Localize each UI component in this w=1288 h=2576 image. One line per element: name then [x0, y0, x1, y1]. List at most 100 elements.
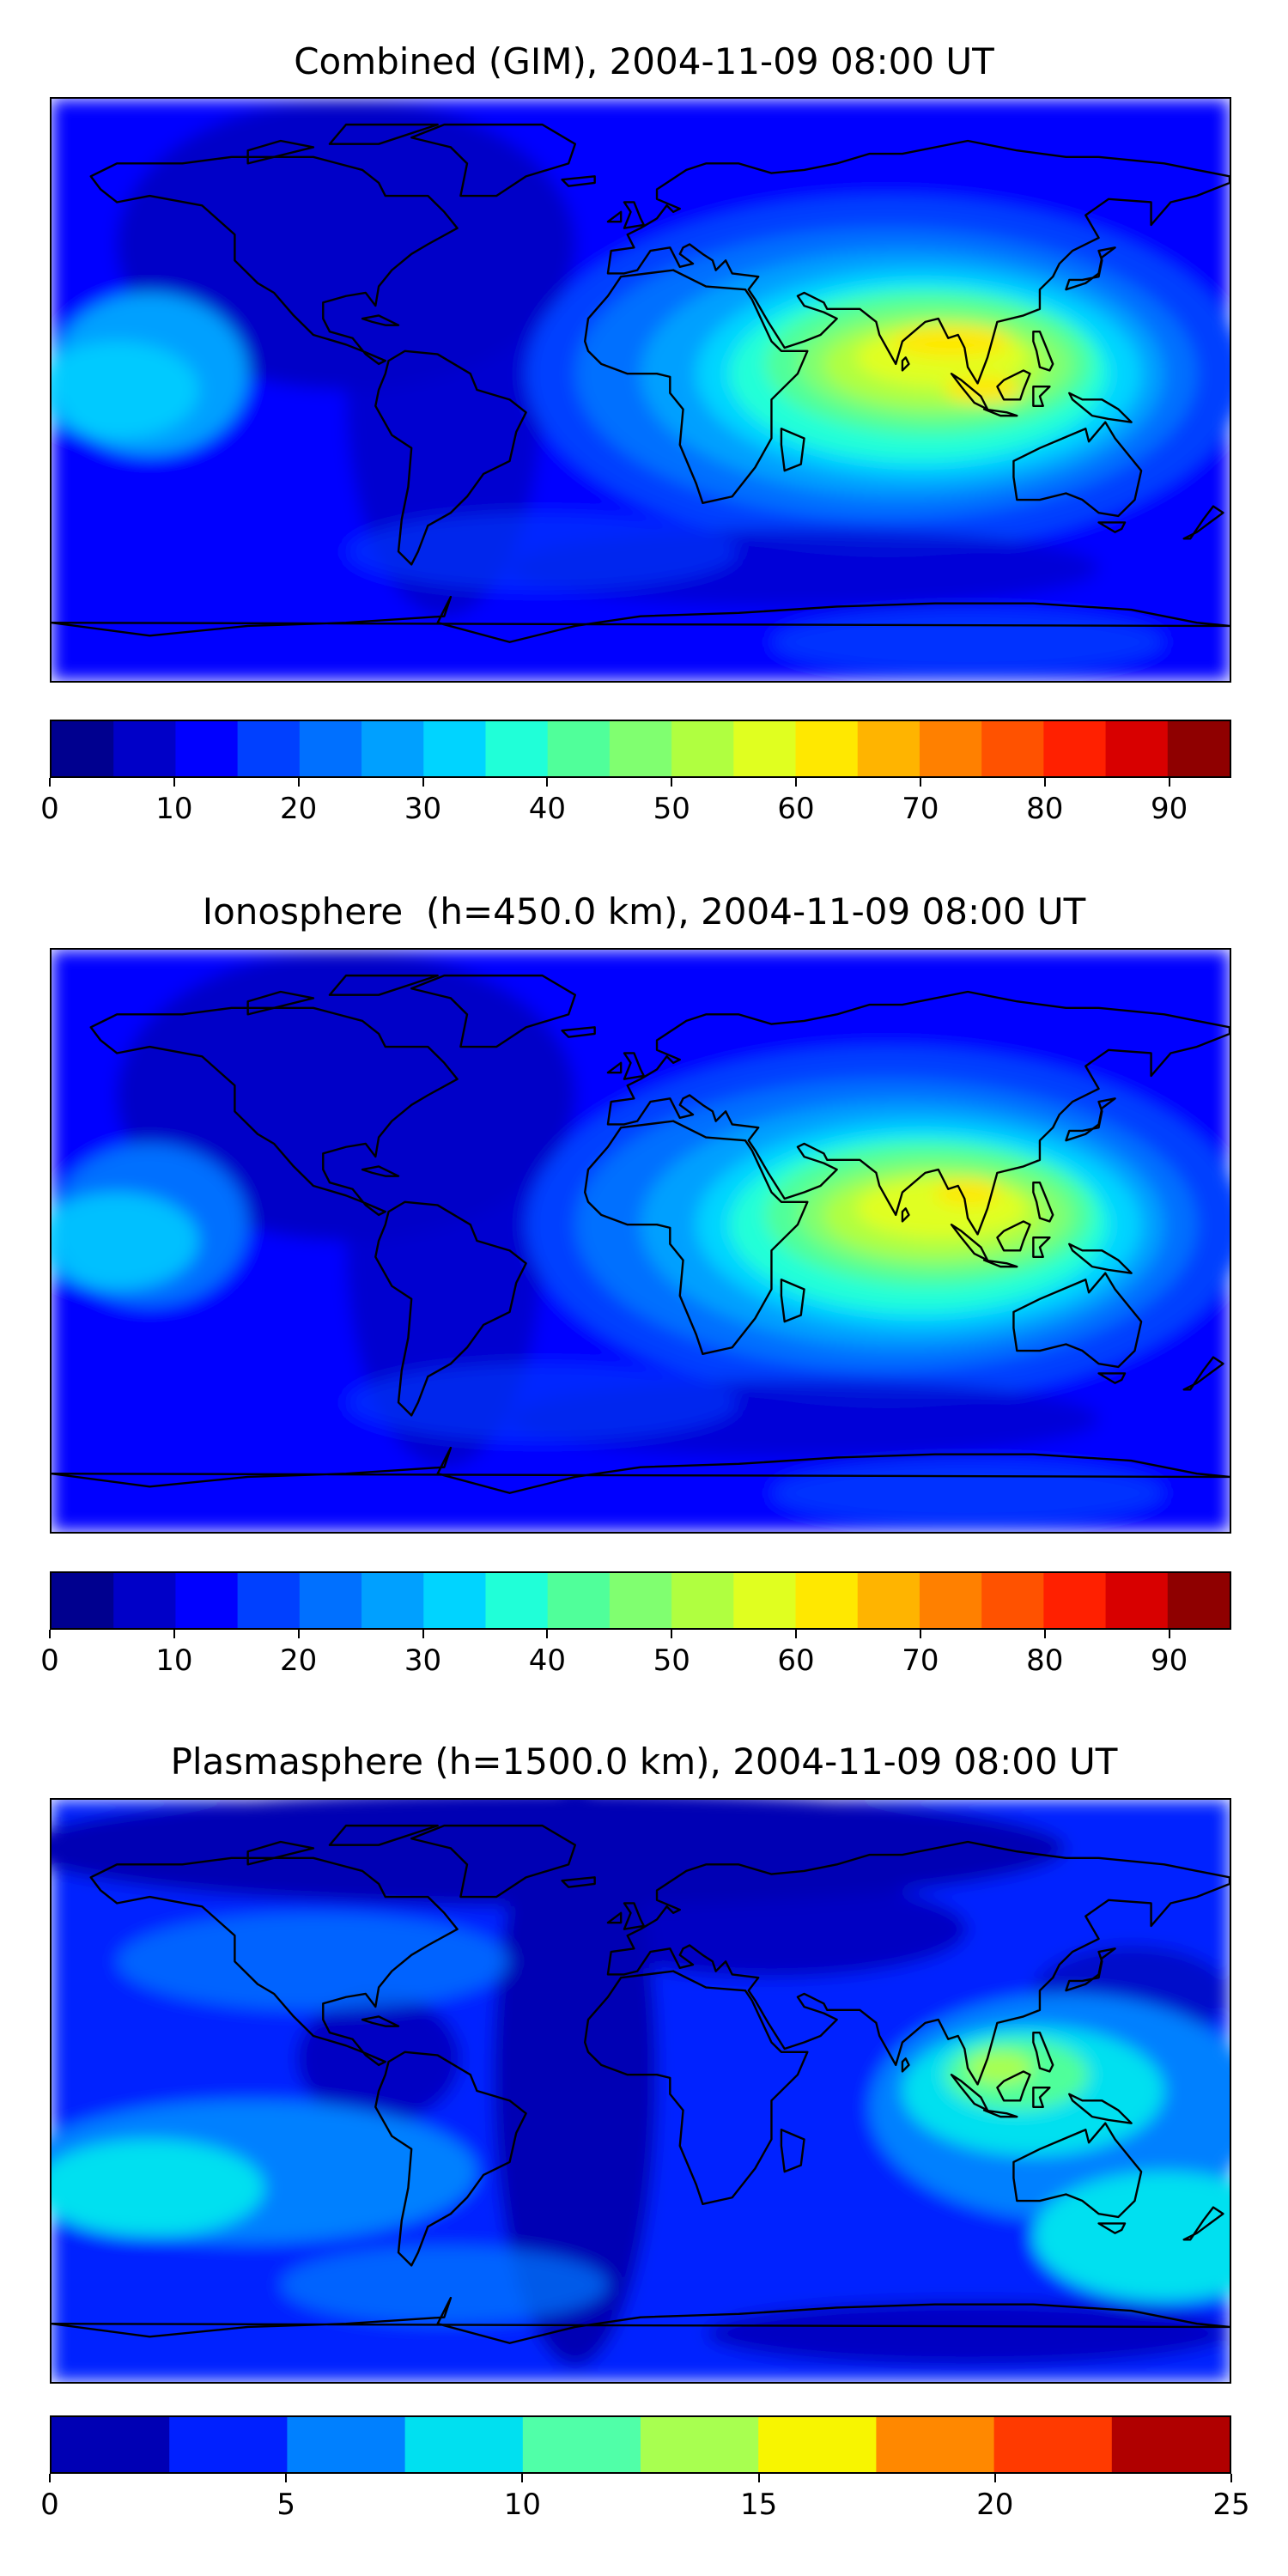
colorbar-segment: [299, 721, 362, 776]
coastline: [374, 349, 527, 566]
coastline: [246, 1840, 315, 1866]
coastline: [996, 1220, 1031, 1252]
colorbar-segment: [795, 1573, 859, 1628]
colorbar-segment: [981, 721, 1044, 776]
coastline: [901, 1207, 910, 1223]
coastline: [1012, 2122, 1143, 2219]
tec-contour: [52, 341, 199, 439]
tec-contour: [346, 513, 739, 591]
colorbar-tick-label: 90: [1150, 792, 1188, 826]
coastline: [583, 1970, 809, 2206]
colorbar-tick: [919, 778, 921, 787]
colorbar-tick: [422, 778, 424, 787]
colorbar-segment: [522, 2417, 641, 2472]
colorbar-segment: [671, 1573, 734, 1628]
tec-contour: [346, 1364, 739, 1442]
colorbar-tick: [173, 1630, 175, 1638]
coastline: [52, 1446, 1230, 1494]
tec-contour: [1033, 2172, 1230, 2301]
coastline: [89, 1006, 459, 1217]
tec-map-plasmasphere: [50, 1798, 1231, 2384]
tec-contour: [52, 2139, 264, 2237]
colorbar-segment: [1043, 721, 1107, 776]
coastline: [1032, 1236, 1051, 1258]
coastline: [623, 201, 645, 229]
colorbar-segment: [52, 1573, 114, 1628]
colorbar-segment: [1111, 2417, 1230, 2472]
coastline: [246, 990, 315, 1016]
coastline: [1012, 421, 1143, 518]
coastline: [606, 1840, 1230, 2086]
tec-contour: [574, 1880, 969, 1978]
colorbar-tick: [795, 778, 798, 787]
coastline: [52, 595, 1230, 643]
colorbar-tick: [297, 1630, 300, 1638]
colorbar-segment: [175, 721, 239, 776]
tec-contour: [935, 1179, 1001, 1206]
colorbar-tick: [521, 2474, 524, 2482]
colorbar-tick-label: 20: [280, 792, 318, 826]
tec-map-combined: [50, 97, 1231, 683]
colorbar-tick-label: 50: [653, 792, 690, 826]
tec-contour: [52, 1192, 199, 1290]
colorbar-tick: [1168, 1630, 1170, 1638]
colorbar-tick: [795, 1630, 798, 1638]
coastline: [623, 1902, 645, 1930]
coastline: [982, 1259, 1018, 1268]
colorbar-tick-label: 30: [404, 792, 442, 826]
colorbar-segment: [361, 721, 424, 776]
colorbar-segment: [113, 721, 177, 776]
colorbar-segment: [857, 721, 920, 776]
map-title: Plasmasphere (h=1500.0 km), 2004-11-09 0…: [170, 1741, 1118, 1783]
colorbar-tick-label: 20: [280, 1643, 318, 1678]
coastlines: [52, 123, 1230, 643]
colorbar-tick-label: 70: [902, 1643, 939, 1678]
coastlines: [52, 974, 1230, 1494]
colorbar-segment: [733, 721, 797, 776]
colorbar-tick-label: 50: [653, 1643, 690, 1678]
colorbar-segment: [981, 1573, 1044, 1628]
colorbar-tick: [919, 1630, 921, 1638]
coastline: [410, 123, 577, 197]
coastline: [1065, 246, 1116, 291]
colorbar-tick: [1043, 778, 1046, 787]
colorbar-tick: [297, 778, 300, 787]
colorbar-tick: [422, 1630, 424, 1638]
colorbar-tick-label: 15: [739, 2488, 778, 2522]
colorbar-tick: [1168, 778, 1170, 787]
colorbar-segment: [299, 1573, 362, 1628]
coastline: [1068, 2093, 1133, 2124]
coastline: [583, 1120, 809, 1356]
coastline: [1032, 331, 1054, 372]
coastline: [780, 1279, 805, 1323]
colorbar-segment: [485, 721, 549, 776]
coastline: [328, 974, 439, 996]
colorbar-tick-label: 5: [276, 2488, 296, 2522]
colorbar-tick-label: 25: [1212, 2488, 1250, 2522]
colorbar-segment: [609, 721, 672, 776]
colorbar-tick: [49, 1630, 51, 1638]
coastline: [1068, 392, 1133, 423]
coastline: [1012, 1272, 1143, 1369]
colorbar-segment: [758, 2417, 877, 2472]
coastline: [982, 408, 1018, 417]
colorbar-tick-label: 90: [1150, 1643, 1188, 1678]
colorbar-segment: [404, 2417, 524, 2472]
colorbar-segment: [733, 1573, 797, 1628]
colorbar-segment: [609, 1573, 672, 1628]
colorbar-segment: [641, 2417, 759, 2472]
colorbar-combined: [50, 720, 1231, 778]
coastline: [561, 1876, 596, 1888]
colorbar-segment: [857, 1573, 920, 1628]
colorbar-segment: [485, 1573, 549, 1628]
colorbar-tick-label: 80: [1026, 1643, 1064, 1678]
tec-contour: [892, 325, 1011, 358]
colorbar-plasmasphere: [50, 2415, 1231, 2474]
tec-contour: [117, 1912, 510, 2010]
coastline: [1032, 386, 1051, 407]
coastline: [246, 139, 315, 165]
coastline: [1182, 1356, 1224, 1391]
coastline: [1182, 505, 1224, 540]
colorbar-tick-label: 70: [902, 792, 939, 826]
colorbar-tick: [671, 778, 673, 787]
